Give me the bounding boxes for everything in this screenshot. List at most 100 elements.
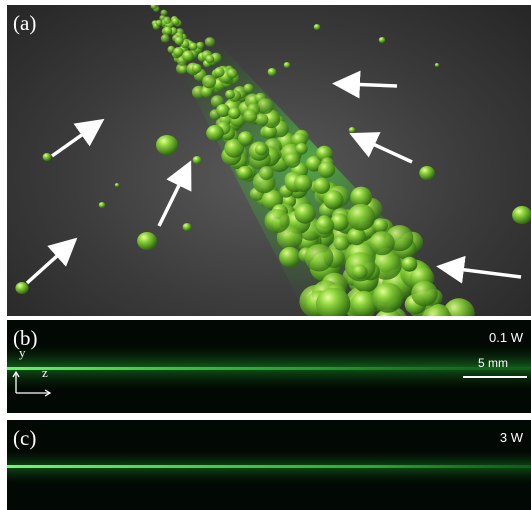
flow-arrow — [436, 255, 522, 284]
droplet-render — [15, 5, 531, 316]
droplet — [160, 34, 170, 43]
droplet — [348, 127, 356, 133]
droplet — [243, 83, 254, 94]
droplet — [512, 206, 531, 224]
droplet — [255, 143, 268, 156]
droplet — [372, 218, 388, 233]
droplet — [347, 227, 366, 246]
droplet — [350, 290, 378, 316]
droplet — [174, 36, 184, 45]
droplet — [98, 202, 106, 208]
droplet — [276, 225, 303, 250]
droplet — [160, 9, 168, 17]
panel-a: (a) — [7, 5, 531, 316]
droplet — [214, 67, 225, 78]
droplet — [352, 264, 368, 280]
droplet — [323, 190, 344, 210]
droplet — [267, 68, 277, 76]
droplet — [316, 287, 351, 316]
flow-arrow — [50, 118, 105, 158]
axis-z-label: z — [42, 365, 48, 380]
droplet — [284, 152, 301, 168]
droplet — [155, 19, 163, 27]
droplet — [333, 235, 350, 251]
droplet — [173, 47, 184, 57]
droplet — [434, 63, 440, 67]
droplet — [163, 26, 173, 36]
droplet — [372, 282, 404, 313]
droplet — [315, 216, 335, 235]
droplet — [294, 203, 316, 224]
droplet — [216, 104, 230, 117]
stray-droplets — [15, 24, 531, 294]
droplet — [294, 174, 313, 193]
droplet — [156, 135, 178, 155]
droplet — [443, 298, 475, 316]
droplet — [283, 62, 291, 68]
droplet — [419, 166, 435, 180]
droplet — [422, 305, 452, 316]
droplet — [317, 161, 336, 178]
droplet — [238, 131, 254, 146]
axis-y-arrowhead — [12, 370, 20, 378]
flow-arrow — [157, 160, 192, 227]
beam-image-high-power — [7, 450, 531, 484]
droplet — [378, 37, 386, 43]
droplet — [224, 138, 245, 158]
droplet — [259, 166, 274, 181]
beam-line — [7, 465, 531, 468]
droplet — [401, 256, 418, 272]
droplet — [313, 24, 321, 30]
droplet — [182, 50, 194, 62]
flow-arrows — [25, 70, 522, 285]
droplet — [137, 232, 157, 250]
droplet — [226, 68, 238, 79]
panel-a-label: (a) — [13, 11, 37, 35]
droplet — [189, 42, 198, 51]
beam-image-low-power — [7, 345, 531, 397]
flow-arrow — [349, 132, 413, 164]
droplet — [15, 282, 29, 294]
droplet — [167, 45, 176, 54]
scalebar-label: 5 mm — [478, 356, 508, 370]
panel-c: (c) 3 W — [7, 420, 531, 510]
droplet — [411, 280, 438, 307]
panel-c-power: 3 W — [499, 430, 523, 445]
droplet — [350, 186, 373, 208]
droplet — [255, 113, 269, 126]
droplet — [192, 156, 202, 164]
droplet — [330, 213, 350, 232]
scalebar-line — [463, 376, 527, 378]
droplet — [225, 89, 235, 100]
axis-arrows — [12, 370, 52, 397]
droplet — [150, 5, 158, 10]
droplet — [154, 5, 161, 7]
beam-line — [7, 367, 531, 370]
droplet — [347, 203, 376, 231]
droplet — [313, 177, 331, 194]
beam-droplet-cluster — [150, 5, 475, 316]
droplet — [178, 65, 188, 74]
droplet — [262, 111, 281, 129]
droplet — [191, 63, 202, 74]
panel-b-label: (b) — [13, 326, 38, 350]
droplet — [202, 74, 217, 89]
panel-c-label: (c) — [13, 426, 37, 450]
droplet — [228, 107, 241, 120]
droplet — [114, 183, 120, 187]
droplet — [171, 17, 180, 26]
droplet — [196, 41, 205, 50]
droplet — [204, 37, 216, 47]
droplet — [237, 166, 253, 180]
droplet — [163, 16, 172, 24]
flow-arrow — [25, 237, 78, 285]
droplet — [369, 231, 395, 256]
droplet — [243, 109, 258, 123]
flow-arrow — [332, 70, 398, 99]
droplet — [304, 244, 334, 272]
droplet — [205, 54, 215, 64]
droplet — [264, 209, 290, 233]
droplet — [279, 246, 301, 268]
axis-z-arrowhead — [44, 389, 52, 397]
droplet — [257, 98, 274, 114]
